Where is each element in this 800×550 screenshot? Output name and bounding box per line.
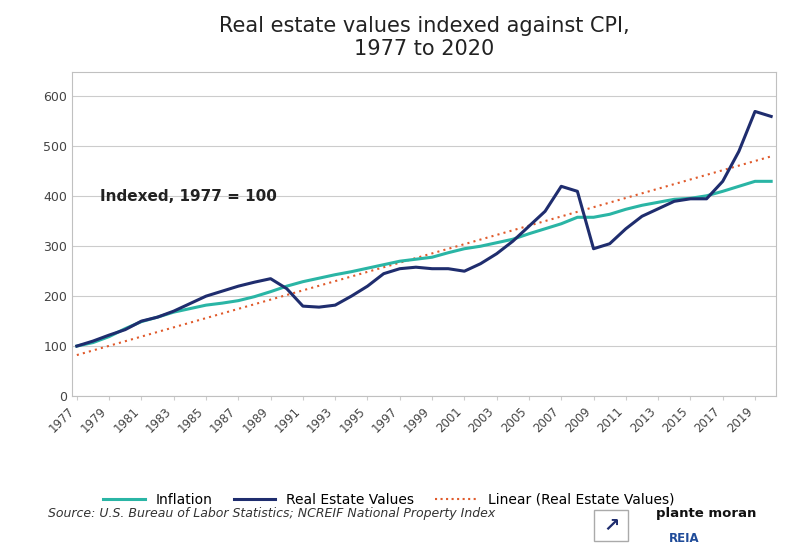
Text: plante moran: plante moran <box>656 507 756 520</box>
Text: REIA: REIA <box>669 531 699 544</box>
Text: Source: U.S. Bureau of Labor Statistics; NCREIF National Property Index: Source: U.S. Bureau of Labor Statistics;… <box>48 507 495 520</box>
FancyBboxPatch shape <box>594 510 628 541</box>
Title: Real estate values indexed against CPI,
1977 to 2020: Real estate values indexed against CPI, … <box>218 15 630 59</box>
Text: ↗: ↗ <box>604 516 620 535</box>
Legend: Inflation, Real Estate Values, Linear (Real Estate Values): Inflation, Real Estate Values, Linear (R… <box>98 487 680 513</box>
Text: Indexed, 1977 = 100: Indexed, 1977 = 100 <box>100 189 277 204</box>
